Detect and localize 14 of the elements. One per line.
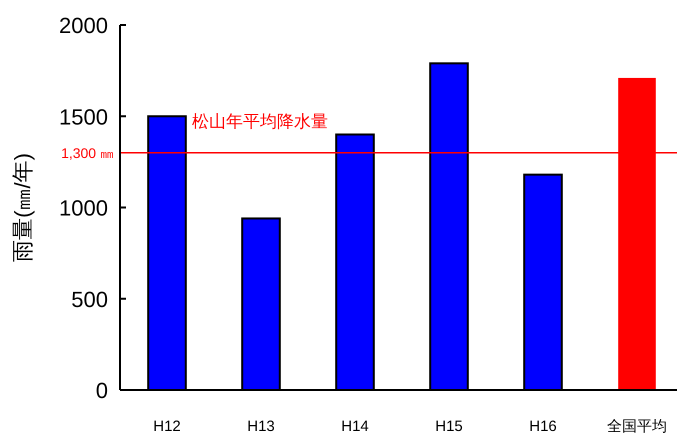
x-tick-label: H13 [247, 418, 275, 435]
x-tick-label: H16 [529, 418, 557, 435]
ref-line-label: 1,300 ㎜ [61, 144, 114, 161]
y-axis-title: 雨量(㎜/年) [10, 153, 35, 262]
x-tick-label: H14 [341, 418, 369, 435]
annotation: 松山年平均降水量 [192, 112, 328, 131]
y-tick-label: 2000 [59, 13, 108, 38]
x-tick-label: 全国平均 [607, 418, 667, 435]
x-tick-label: H15 [435, 418, 463, 435]
y-tick-label: 500 [71, 286, 108, 312]
y-tick-label: 1000 [59, 196, 108, 220]
x-tick-label: H12 [153, 418, 181, 435]
y-tick-label: 0 [96, 378, 108, 403]
y-tick-label: 1500 [59, 104, 108, 130]
